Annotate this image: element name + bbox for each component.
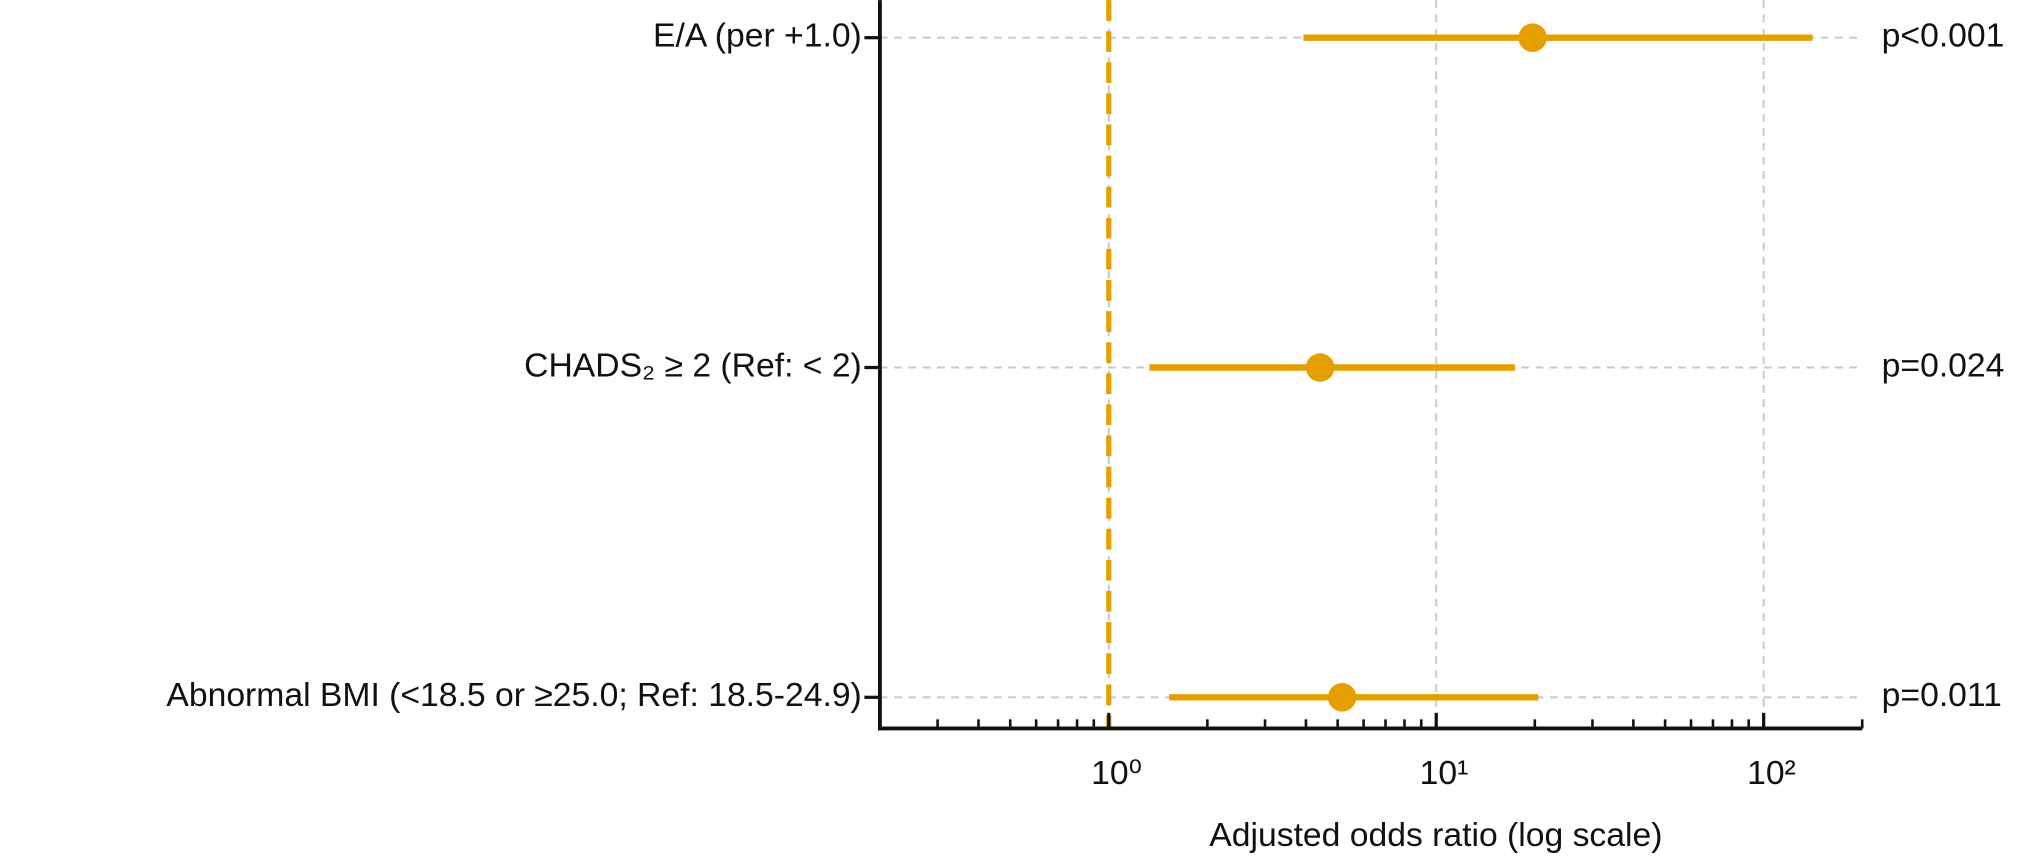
x-tick-label: 10⁰ bbox=[1091, 755, 1142, 792]
odds-ratio-point bbox=[1305, 353, 1335, 382]
odds-ratio-point bbox=[1327, 683, 1357, 712]
p-value-label: p=0.024 bbox=[1882, 347, 2005, 384]
odds-ratio-point bbox=[1518, 23, 1547, 52]
y-tick-label: E/A (per +1.0) bbox=[653, 18, 862, 55]
x-tick-label: 10¹ bbox=[1420, 755, 1469, 792]
y-tick-label: Abnormal BMI (<18.5 or ≥25.0; Ref: 18.5-… bbox=[166, 677, 861, 714]
p-value-label: p=0.011 bbox=[1882, 677, 2002, 714]
x-axis-label: Adjusted odds ratio (log scale) bbox=[1209, 817, 1662, 854]
p-value-label: p<0.001 bbox=[1882, 18, 2005, 55]
y-tick-label: CHADS₂ ≥ 2 (Ref: < 2) bbox=[524, 347, 862, 384]
x-tick-label: 10² bbox=[1747, 755, 1796, 792]
